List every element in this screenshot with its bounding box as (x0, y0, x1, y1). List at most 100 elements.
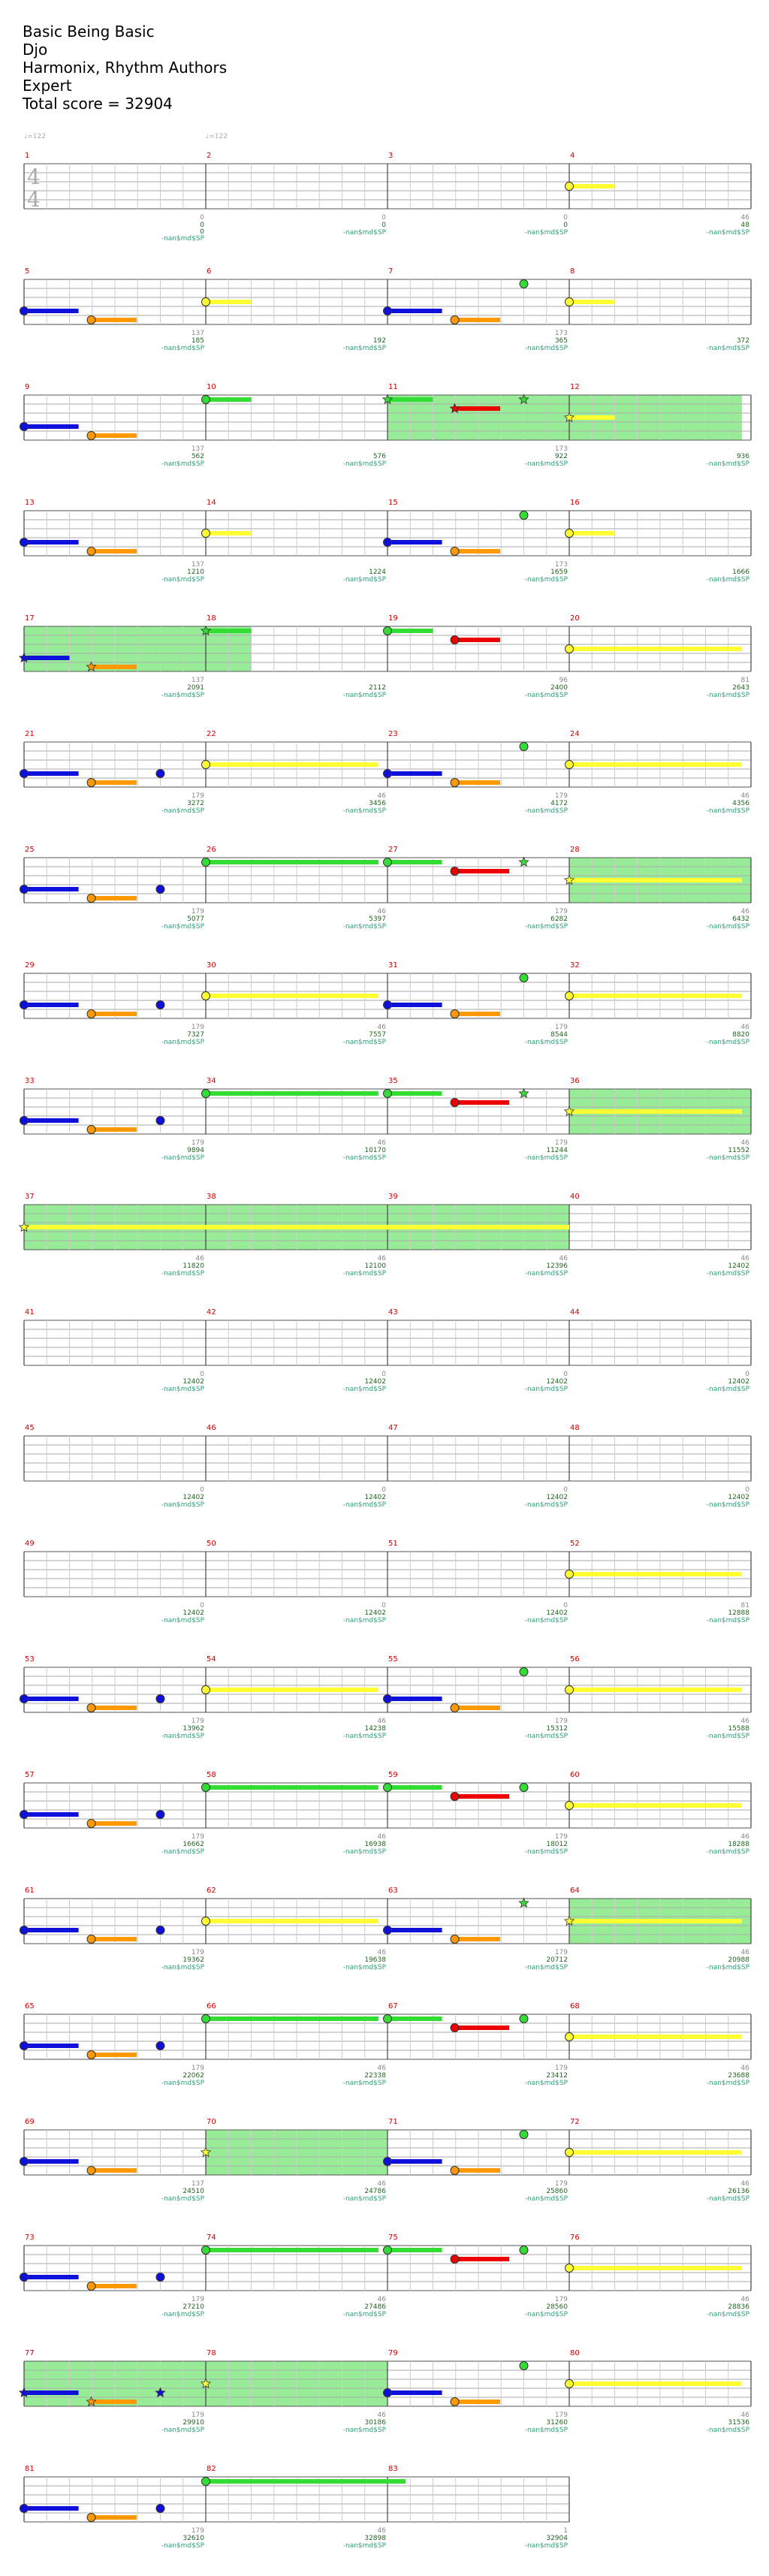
note-gem (86, 2282, 96, 2291)
song-title: Basic Being Basic (23, 23, 155, 41)
note-gem (450, 2023, 460, 2032)
measure-number: 61 (25, 1887, 35, 1895)
sustain-tail (24, 2044, 79, 2048)
star-note-icon (18, 2387, 30, 2398)
measure-score: 1666 (732, 569, 749, 576)
measure-label: -nan$md$SP (161, 1039, 205, 1046)
measure-score: 2400 (550, 684, 568, 692)
measure-score: 20988 (728, 1956, 749, 1964)
measure-score: 2091 (187, 684, 204, 692)
note-blue (155, 769, 165, 778)
note-orange (86, 1009, 137, 1018)
note-green (519, 511, 529, 520)
sustain-tail (24, 1003, 79, 1007)
measure-number: 56 (570, 1655, 580, 1664)
sustain-tail (91, 780, 137, 785)
measure-multiplier: 0 (381, 214, 386, 222)
measure-multiplier: 81 (741, 1602, 749, 1609)
sustain-tail (206, 629, 252, 633)
measure-score: 1659 (550, 569, 568, 576)
note-gem (201, 2014, 210, 2023)
measure-multiplier: 0 (563, 1371, 568, 1378)
note-gem (20, 306, 29, 315)
note-yellow (565, 2148, 742, 2157)
note-green (201, 2477, 406, 2486)
note-blue (155, 2041, 165, 2050)
sustain-tail (388, 629, 433, 633)
measure-score: 25860 (546, 2188, 568, 2195)
measure-label: -nan$md$SP (707, 1733, 750, 1740)
note-gem (201, 991, 210, 1000)
note-yellow (201, 991, 378, 1000)
note-yellow (563, 1106, 742, 1117)
time-signature-denominator: 4 (27, 187, 41, 212)
sustain-tail (454, 869, 510, 873)
note-gem (86, 1125, 96, 1134)
measure-score: 32904 (546, 2535, 568, 2542)
song-header: Basic Being Basic Djo Harmonix, Rhythm A… (23, 23, 227, 113)
note-gem (155, 1694, 165, 1703)
star-note-icon (86, 661, 97, 672)
note-gem (86, 1935, 96, 1944)
measure-score-secondary: 0 (200, 228, 204, 236)
measure-number: 83 (388, 2465, 398, 2473)
note-yellow (565, 182, 615, 191)
measure-number: 57 (25, 1771, 35, 1779)
sustain-tail (454, 2168, 501, 2173)
sustain-tail (454, 1937, 501, 1941)
measure-score: 12402 (546, 1609, 568, 1617)
measure-number: 48 (570, 1424, 580, 1432)
note-yellow (563, 874, 742, 885)
measure-number: 35 (388, 1077, 398, 1085)
note-gem (565, 644, 574, 653)
measure-score: 3272 (187, 800, 204, 807)
star-note-icon (449, 403, 460, 414)
measure-multiplier: 179 (555, 2180, 568, 2188)
measure-label: -nan$md$SP (343, 1154, 387, 1162)
measure-score: 11244 (546, 1147, 568, 1154)
note-blue (155, 1000, 165, 1009)
measure-multiplier: 46 (378, 908, 387, 915)
note-yellow (201, 297, 252, 306)
note-gem (383, 1000, 392, 1009)
measure-number: 78 (207, 2349, 216, 2357)
measure-number: 39 (388, 1193, 398, 1201)
note-gem (450, 1792, 460, 1801)
sustain-tail (454, 406, 501, 411)
note-gem (450, 1098, 460, 1107)
tempo-marker: ♩=122 (206, 133, 228, 140)
measure-label: -nan$md$SP (525, 460, 568, 468)
measure-score: 23688 (728, 2072, 749, 2080)
note-green (200, 625, 252, 636)
measure-label: -nan$md$SP (707, 807, 750, 815)
measure-label: -nan$md$SP (343, 2195, 387, 2203)
note-yellow (201, 1917, 378, 1926)
note-orange (86, 661, 137, 672)
note-orange (86, 547, 137, 556)
measure-number: 55 (388, 1655, 398, 1664)
measure-score: 12402 (182, 1609, 204, 1617)
sustain-tail (569, 762, 742, 767)
measure-number: 32 (570, 961, 580, 970)
sustain-tail (206, 531, 252, 535)
measure-multiplier: 137 (191, 330, 204, 337)
note-yellow (201, 529, 252, 538)
measure-label: -nan$md$SP (161, 1733, 205, 1740)
note-green (519, 1783, 529, 1792)
note-gem (20, 2157, 29, 2166)
measure-number: 65 (25, 2002, 35, 2010)
note-gem (86, 315, 96, 324)
time-signature-numerator: 4 (27, 164, 41, 189)
staff-row (23, 1551, 752, 1597)
sustain-tail (24, 424, 79, 429)
measure-score: 5077 (187, 915, 204, 923)
measure-number: 25 (25, 846, 35, 854)
sustain-tail (388, 860, 442, 864)
star-note-icon (518, 1087, 529, 1099)
measure-label: -nan$md$SP (707, 1039, 750, 1046)
measure-label: -nan$md$SP (525, 2427, 568, 2434)
measure-number: 29 (25, 961, 35, 970)
measure-number: 24 (570, 730, 580, 738)
note-blue (20, 2157, 79, 2166)
note-orange (450, 547, 501, 556)
